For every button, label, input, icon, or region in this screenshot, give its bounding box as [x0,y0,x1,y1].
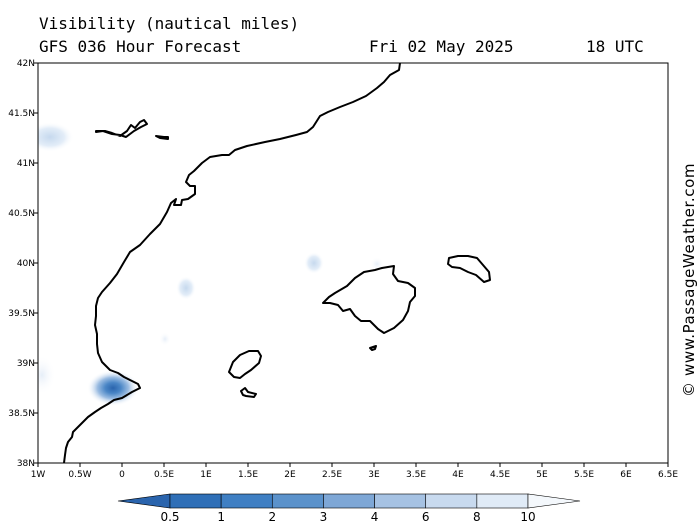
fog-patch-ibiza-north [159,332,171,346]
x-tick-label: 6.5E [658,470,678,480]
y-tick-label: 39.5N [8,309,35,319]
fog-patch-north [38,122,74,152]
coastline-layer [63,62,491,464]
site-credit: © www.PassageWeather.com [680,163,698,397]
legend-swatch [220,493,273,509]
island-fragment-1 [95,119,148,138]
chart-title: Visibility (nautical miles) [39,14,300,33]
x-tick-label: 3.5E [406,470,426,480]
legend-label: 2 [268,510,276,524]
fog-patch-east-coast [176,276,196,300]
legend-swatch [476,493,529,509]
legend-label: 1 [217,510,225,524]
y-tick-label: 42N [17,59,35,69]
legend-label: 10 [520,510,535,524]
color-legend: 0.5 1 2 3 4 6 8 10 [117,493,581,524]
forecast-time: 18 UTC [586,37,644,56]
x-tick-label: 0.5W [68,470,91,480]
x-tick-label: 2E [284,470,296,480]
y-tick-label: 41.5N [8,109,35,119]
legend-label: 8 [473,510,481,524]
y-tick-label: 38.5N [8,409,35,419]
x-tick-label: 1E [200,470,212,480]
legend-label: 4 [371,510,379,524]
x-tick-label: 6E [620,470,632,480]
legend-swatch [271,493,324,509]
y-tick-label: 39N [17,359,35,369]
map-axes: 1W 0.5W 0 0.5E 1E 1.5E 2E 2.5E 3E 3.5E 4E 4.5E 5E 5.5… [8,59,678,480]
x-tick-label: 1W [31,470,46,480]
x-tick-label: 5E [536,470,548,480]
y-tick-label: 38N [17,459,35,469]
x-tick-label: 3E [368,470,380,480]
x-tick-label: 0.5E [154,470,174,480]
forecast-date: Fri 02 May 2025 [369,37,514,56]
x-tick-label: 1.5E [238,470,258,480]
x-tick-label: 4.5E [490,470,510,480]
legend-label: 6 [422,510,430,524]
x-tick-label: 2.5E [322,470,342,480]
ibiza-coastline [228,350,262,379]
map-frame [37,62,669,464]
y-tick-label: 40N [17,259,35,269]
legend-swatch [374,493,427,509]
menorca-coastline [447,255,491,283]
y-tick-label: 41N [17,159,35,169]
y-tick-label: 40.5N [8,209,35,219]
fog-patch-sea [304,252,324,274]
legend-high-arrow [527,493,581,509]
visibility-shading [38,122,384,406]
x-tick-label: 5.5E [574,470,594,480]
x-tick-label: 4E [452,470,464,480]
cabrera-islet [369,345,377,351]
forecast-subtitle: GFS 036 Hour Forecast [39,37,242,56]
spain-coastline [63,62,401,464]
legend-swatch [425,493,478,509]
legend-swatch [323,493,375,509]
island-fragment-2 [155,135,169,140]
mallorca-coastline [322,265,416,334]
legend-swatch [169,493,222,509]
x-tick-label: 0 [119,470,125,480]
fog-patch-west [38,355,56,395]
formentera-coastline [240,387,257,398]
legend-low-arrow [117,493,171,509]
legend-label: 3 [320,510,328,524]
legend-label: 0.5 [160,510,179,524]
